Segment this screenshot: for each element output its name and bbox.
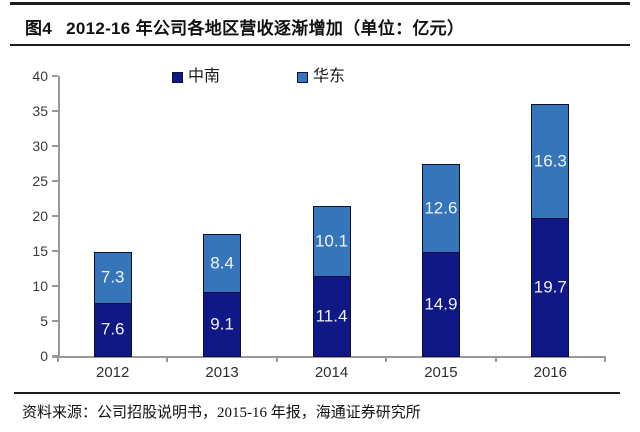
legend-swatch-huadong — [297, 71, 309, 83]
legend-label-huadong: 华东 — [313, 68, 346, 85]
y-tick-label: 20 — [32, 208, 48, 224]
y-tick-label: 5 — [40, 313, 48, 329]
x-category-label: 2015 — [424, 364, 458, 381]
y-tick-mark — [52, 75, 58, 77]
y-tick-mark — [52, 110, 58, 112]
bar-segment-zhongnan-2015 — [421, 251, 460, 357]
x-axis-line — [52, 356, 605, 358]
y-tick-label: 40 — [32, 68, 48, 84]
y-tick-mark — [52, 145, 58, 147]
x-tick-mark — [494, 356, 497, 362]
bar-value-label-huadong: 16.3 — [533, 151, 567, 171]
y-tick-label: 10 — [32, 278, 48, 294]
y-tick-mark — [52, 355, 58, 357]
x-tick-mark — [57, 356, 59, 362]
legend-item-zhongnan: 中南 — [172, 69, 220, 85]
y-tick-mark — [52, 215, 58, 217]
x-tick-mark — [385, 356, 388, 362]
source-note: 资料来源：公司招股说明书，2015-16 年报，海通证券研究所 — [22, 405, 421, 421]
title-underline-rule — [10, 44, 630, 46]
y-tick-label: 15 — [32, 243, 48, 259]
y-tick-mark — [52, 320, 58, 322]
y-tick-label: 0 — [40, 348, 48, 364]
figure-title-text: 2012-16 年公司各地区营收逐渐增加（单位：亿元） — [66, 19, 465, 38]
bar-value-label-zhongnan: 9.1 — [210, 314, 234, 334]
bar-value-label-huadong: 12.6 — [424, 198, 458, 218]
x-category-label: 2012 — [96, 364, 130, 381]
x-tick-mark — [604, 356, 606, 362]
bar-segment-huadong-2015 — [421, 163, 460, 253]
figure-title: 图4 2012-16 年公司各地区营收逐渐增加（单位：亿元） — [25, 14, 625, 39]
y-tick-mark — [52, 180, 58, 182]
x-category-label: 2014 — [314, 364, 349, 381]
legend-swatch-zhongnan — [172, 71, 183, 83]
bar-segment-huadong-2016 — [531, 104, 570, 220]
y-tick-mark — [52, 250, 58, 252]
bottom-rule — [14, 392, 620, 394]
bar-segment-huadong-2012 — [93, 251, 132, 304]
bar-segment-zhongnan-2012 — [93, 302, 132, 357]
bar-segment-huadong-2014 — [312, 205, 351, 278]
bar-segment-zhongnan-2014 — [312, 276, 351, 357]
bar-value-label-huadong: 7.3 — [100, 267, 125, 287]
bar-value-label-zhongnan: 19.7 — [533, 277, 567, 297]
bar-value-label-zhongnan: 14.9 — [424, 294, 458, 314]
y-axis-line — [58, 76, 60, 357]
chart-legend: 中南 华东 — [172, 69, 345, 85]
bar-segment-huadong-2013 — [203, 233, 242, 294]
x-category-label: 2013 — [205, 364, 239, 381]
x-category-label: 2016 — [533, 364, 567, 381]
y-tick-label: 25 — [32, 173, 48, 189]
figure-number: 图4 — [25, 19, 53, 38]
y-tick-label: 30 — [32, 138, 48, 154]
legend-label-zhongnan: 中南 — [188, 68, 221, 85]
x-tick-mark — [275, 356, 278, 362]
bar-value-label-huadong: 8.4 — [210, 253, 234, 273]
bar-segment-zhongnan-2016 — [531, 218, 570, 357]
bar-value-label-zhongnan: 11.4 — [315, 306, 348, 326]
legend-item-huadong: 华东 — [297, 69, 345, 85]
x-tick-mark — [166, 356, 169, 362]
bar-value-label-huadong: 10.1 — [314, 231, 349, 251]
y-tick-label: 35 — [32, 103, 48, 119]
top-rule — [10, 2, 630, 5]
y-tick-mark — [52, 285, 58, 287]
bar-value-label-zhongnan: 7.6 — [100, 319, 125, 339]
